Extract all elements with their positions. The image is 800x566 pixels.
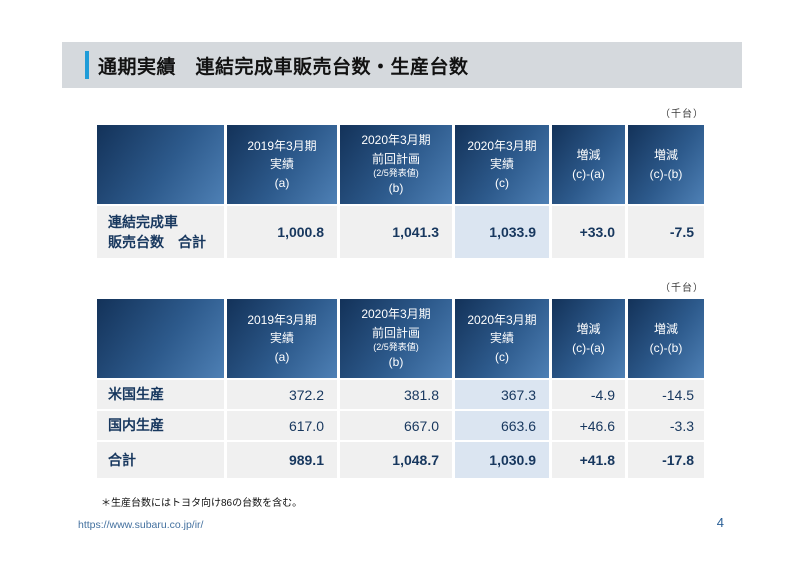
footnote: ＊生産台数にはトヨタ向け86の台数を含む。: [101, 498, 303, 509]
header-fy2019-actual: 2019年3月期 実績 (a): [227, 125, 337, 204]
page-number: 4: [716, 515, 724, 530]
value-cell-diff-cb: -3.3: [628, 411, 704, 440]
header-blank-cell: [97, 125, 224, 204]
row-label-us-production: 米国生産: [97, 380, 224, 409]
header-fy2020-actual: 2020年3月期 実績 (c): [455, 125, 549, 204]
header-label: 2020年3月期 前回計画: [361, 307, 431, 340]
table-row: 連結完成車 販売台数 合計 1,000.8 1,041.3 1,033.9 +3…: [97, 206, 704, 258]
value-cell-c: 1,030.9: [455, 442, 549, 478]
header-label: 増減 (c)-(a): [572, 147, 605, 181]
header-code: (b): [388, 355, 404, 370]
header-diff-cb: 増減 (c)-(b): [628, 299, 704, 378]
title-bar: 通期実績 連結完成車販売台数・生産台数: [62, 42, 742, 88]
value-cell-a: 989.1: [227, 442, 337, 478]
value-cell-diff-cb: -7.5: [628, 206, 704, 258]
sales-table: 2019年3月期 実績 (a) 2020年3月期 前回計画 (2/5発表値) (…: [94, 123, 707, 260]
value-cell-diff-ca: +33.0: [552, 206, 625, 258]
production-table: 2019年3月期 実績 (a) 2020年3月期 前回計画 (2/5発表値) (…: [94, 297, 707, 480]
header-diff-cb: 増減 (c)-(b): [628, 125, 704, 204]
header-fy2020-plan: 2020年3月期 前回計画 (2/5発表値) (b): [340, 299, 452, 378]
header-label: 2020年3月期 実績 (c): [467, 312, 537, 364]
value-cell-b: 1,041.3: [340, 206, 452, 258]
header-sublabel: (2/5発表値): [373, 342, 419, 353]
header-blank-cell: [97, 299, 224, 378]
footer-url-link[interactable]: https://www.subaru.co.jp/ir/: [78, 519, 204, 531]
header-label: 増減 (c)-(b): [649, 321, 683, 355]
unit-label-sales: （千台）: [660, 109, 704, 120]
unit-label-production: （千台）: [660, 283, 704, 294]
value-cell-diff-cb: -17.8: [628, 442, 704, 478]
value-cell-b: 1,048.7: [340, 442, 452, 478]
header-label: 2019年3月期 実績 (a): [247, 138, 317, 190]
value-cell-diff-ca: +46.6: [552, 411, 625, 440]
title-accent-bar: [85, 51, 89, 79]
header-code: (b): [388, 181, 404, 196]
header-label: 2019年3月期 実績 (a): [247, 312, 317, 364]
value-cell-a: 1,000.8: [227, 206, 337, 258]
header-label: 増減 (c)-(a): [572, 321, 605, 355]
header-label: 増減 (c)-(b): [649, 147, 683, 181]
table-row: 国内生産 617.0 667.0 663.6 +46.6 -3.3: [97, 411, 704, 440]
header-fy2020-plan: 2020年3月期 前回計画 (2/5発表値) (b): [340, 125, 452, 204]
value-cell-a: 617.0: [227, 411, 337, 440]
production-header-row: 2019年3月期 実績 (a) 2020年3月期 前回計画 (2/5発表値) (…: [97, 299, 704, 378]
value-cell-c: 367.3: [455, 380, 549, 409]
value-cell-b: 667.0: [340, 411, 452, 440]
value-cell-diff-cb: -14.5: [628, 380, 704, 409]
value-cell-diff-ca: +41.8: [552, 442, 625, 478]
value-cell-b: 381.8: [340, 380, 452, 409]
row-label-domestic-production: 国内生産: [97, 411, 224, 440]
header-fy2019-actual: 2019年3月期 実績 (a): [227, 299, 337, 378]
value-cell-diff-ca: -4.9: [552, 380, 625, 409]
value-cell-a: 372.2: [227, 380, 337, 409]
header-label: 2020年3月期 前回計画: [361, 133, 431, 166]
header-diff-ca: 増減 (c)-(a): [552, 125, 625, 204]
row-label-consolidated-sales: 連結完成車 販売台数 合計: [97, 206, 224, 258]
header-fy2020-actual: 2020年3月期 実績 (c): [455, 299, 549, 378]
row-label-total: 合計: [97, 442, 224, 478]
table-row: 米国生産 372.2 381.8 367.3 -4.9 -14.5: [97, 380, 704, 409]
page-title: 通期実績 連結完成車販売台数・生産台数: [98, 56, 469, 78]
header-label: 2020年3月期 実績 (c): [467, 138, 537, 190]
value-cell-c: 1,033.9: [455, 206, 549, 258]
sales-header-row: 2019年3月期 実績 (a) 2020年3月期 前回計画 (2/5発表値) (…: [97, 125, 704, 204]
table-row-total: 合計 989.1 1,048.7 1,030.9 +41.8 -17.8: [97, 442, 704, 478]
value-cell-c: 663.6: [455, 411, 549, 440]
header-sublabel: (2/5発表値): [373, 168, 419, 179]
header-diff-ca: 増減 (c)-(a): [552, 299, 625, 378]
